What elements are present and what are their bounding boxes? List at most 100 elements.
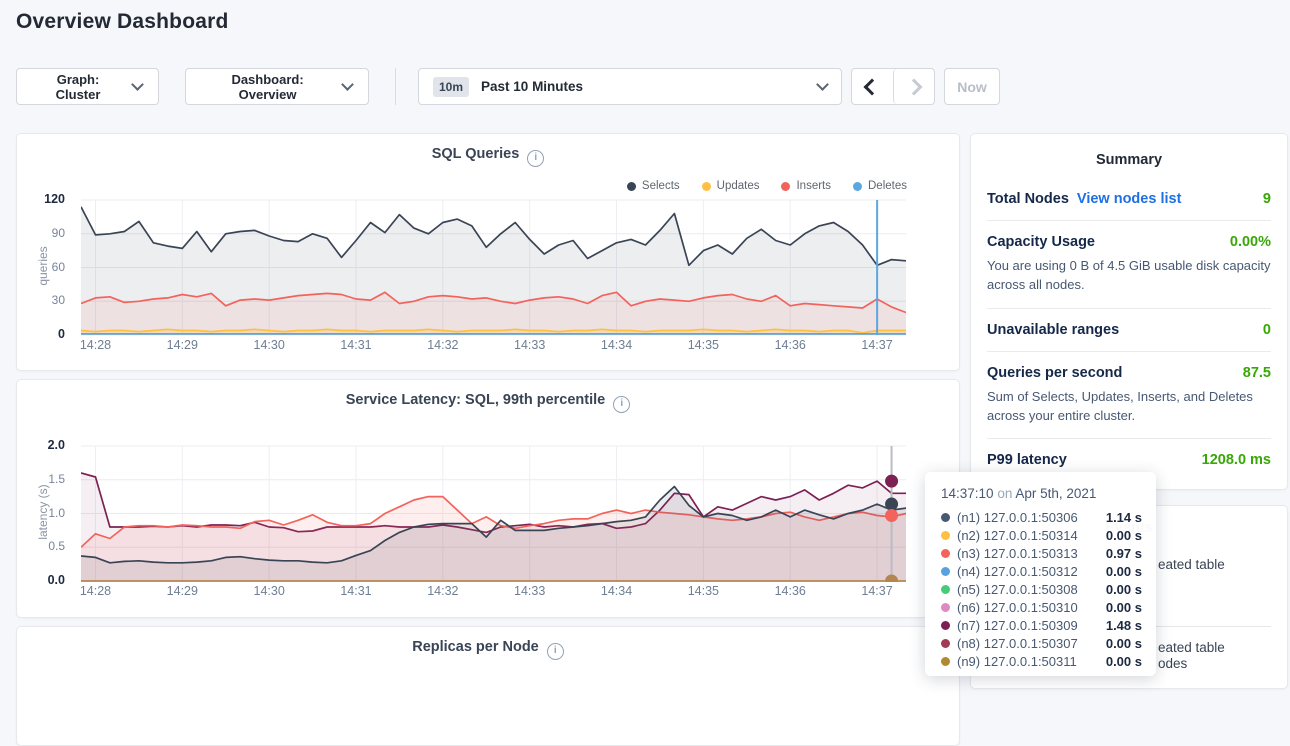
page-title: Overview Dashboard — [16, 10, 229, 33]
summary-row-total-nodes: Total Nodes View nodes list 9 — [987, 178, 1271, 220]
tooltip-row: (n2) 127.0.0.1:50314 0.00 s — [941, 526, 1142, 544]
tooltip-node-label: (n9) 127.0.0.1:50311 — [957, 653, 1077, 669]
legend-dot — [626, 181, 636, 191]
sql-queries-chart[interactable] — [81, 196, 906, 336]
summary-label: Unavailable ranges — [987, 321, 1120, 338]
service-latency-chart[interactable] — [81, 442, 906, 582]
chevron-down-icon — [131, 78, 144, 91]
tooltip-rows: (n1) 127.0.0.1:50306 1.14 s (n2) 127.0.0.1… — [941, 508, 1142, 670]
tooltip-node-value: 1.14 s — [1105, 509, 1142, 525]
summary-value: 0 — [1262, 321, 1271, 338]
time-pager — [851, 68, 935, 105]
x-tick-label: 14:37 — [861, 338, 893, 352]
chevron-down-icon — [816, 78, 829, 91]
graph-dropdown[interactable]: Graph: Cluster — [16, 68, 159, 105]
x-tick-label: 14:29 — [166, 338, 198, 352]
y-tick-label: 1.0 — [48, 505, 65, 520]
chart-title-text: Replicas per Node — [412, 639, 539, 655]
y-tick-label: 30 — [51, 293, 65, 308]
overview-dashboard-page: { "page": {"title": "Overview Dashboard"… — [16, 10, 1288, 746]
prev-time-button[interactable] — [852, 69, 893, 104]
tooltip-node-label: (n4) 127.0.0.1:50312 — [957, 563, 1078, 579]
series-dot — [941, 602, 950, 612]
replicas-per-node-panel: Replicas per Node i — [16, 626, 960, 746]
info-icon[interactable]: i — [546, 643, 564, 660]
y-tick-label: 60 — [51, 259, 65, 274]
summary-row-p99-latency: P99 latency 1208.0 ms — [987, 438, 1271, 481]
series-dot — [941, 656, 950, 666]
summary-value: 1208.0 ms — [1201, 452, 1271, 469]
summary-label: P99 latency — [987, 452, 1067, 469]
graph-dropdown-label: Graph: Cluster — [55, 71, 101, 102]
summary-label: Queries per second — [987, 364, 1123, 381]
y-axis-ticks: 0.0 0.5 1.0 1.5 2.0 — [17, 438, 73, 587]
series-dot — [941, 584, 950, 594]
legend-item-inserts[interactable]: Inserts — [781, 180, 831, 192]
tooltip-node-label: (n6) 127.0.0.1:50310 — [957, 599, 1078, 615]
time-range-label: Past 10 Minutes — [481, 79, 584, 94]
tooltip-node-label: (n2) 127.0.0.1:50314 — [957, 527, 1078, 543]
summary-value: 87.5 — [1242, 364, 1271, 381]
event-text-fragment: odes — [1158, 656, 1188, 671]
tooltip-timestamp: 14:37:10 on Apr 5th, 2021 — [941, 486, 1142, 501]
x-tick-label: 14:36 — [774, 338, 806, 352]
chevron-left-icon — [863, 78, 881, 95]
legend-label: Deletes — [868, 180, 907, 192]
x-tick-label: 14:35 — [687, 584, 719, 598]
series-dot — [941, 548, 950, 558]
tooltip-date: Apr 5th, 2021 — [1015, 486, 1097, 501]
x-axis-ticks: 14:28 14:29 14:30 14:31 14:32 14:33 14:34 14:35… — [80, 584, 906, 600]
tooltip-node-label: (n1) 127.0.0.1:50306 — [957, 509, 1078, 525]
tooltip-node-label: (n3) 127.0.0.1:50313 — [957, 545, 1078, 561]
summary-panel: Summary Total Nodes View nodes list 9 Ca… — [970, 133, 1288, 490]
y-tick-label: 2.0 — [47, 438, 65, 452]
y-tick-label: 1.5 — [48, 471, 65, 486]
legend-item-updates[interactable]: Updates — [701, 180, 760, 192]
series-dot — [941, 620, 950, 630]
x-tick-label: 14:32 — [427, 338, 459, 352]
tooltip-time: 14:37:10 — [941, 486, 994, 501]
x-tick-label: 14:37 — [861, 584, 893, 598]
summary-row-unavailable-ranges: Unavailable ranges 0 — [987, 307, 1271, 351]
legend-label: Updates — [716, 180, 760, 192]
tooltip-row: (n8) 127.0.0.1:50307 0.00 s — [941, 634, 1142, 652]
tooltip-row: (n5) 127.0.0.1:50308 0.00 s — [941, 580, 1142, 598]
chart-title-text: SQL Queries — [431, 146, 520, 162]
time-range-badge: 10m — [433, 76, 470, 97]
time-range-dropdown[interactable]: 10m Past 10 Minutes — [418, 68, 842, 105]
legend-dot — [701, 181, 711, 191]
chevron-down-icon — [341, 78, 354, 91]
legend-item-deletes[interactable]: Deletes — [853, 180, 907, 192]
tooltip-row: (n1) 127.0.0.1:50306 1.14 s — [941, 508, 1142, 526]
x-tick-label: 14:34 — [600, 338, 633, 352]
tooltip-row: (n6) 127.0.0.1:50310 0.00 s — [941, 598, 1142, 616]
tooltip-row: (n4) 127.0.0.1:50312 0.00 s — [941, 562, 1142, 580]
info-icon[interactable]: i — [613, 396, 631, 413]
chevron-right-icon — [905, 78, 923, 95]
x-axis-ticks: 14:28 14:29 14:30 14:31 14:32 14:33 14:34 14:35… — [80, 338, 906, 354]
tooltip-node-value: 0.97 s — [1105, 545, 1142, 561]
summary-label: Total Nodes — [987, 191, 1069, 207]
x-tick-label: 14:35 — [687, 338, 719, 352]
legend-label: Inserts — [796, 180, 831, 192]
dashboard-dropdown[interactable]: Dashboard: Overview — [185, 68, 369, 105]
series-dot — [941, 566, 950, 576]
series-dot — [941, 638, 950, 648]
now-button[interactable]: Now — [944, 68, 1000, 105]
info-icon[interactable]: i — [527, 150, 545, 167]
tooltip-node-value: 0.00 s — [1105, 653, 1142, 669]
summary-caption: Sum of Selects, Updates, Inserts, and De… — [987, 388, 1253, 423]
tooltip-node-label: (n8) 127.0.0.1:50307 — [957, 635, 1078, 651]
tooltip-node-value: 1.48 s — [1105, 617, 1142, 633]
view-nodes-list-link[interactable]: View nodes list — [1076, 191, 1182, 207]
chart-tooltip: 14:37:10 on Apr 5th, 2021 (n1) 127.0.0.1… — [925, 472, 1156, 676]
chart-title-text: Service Latency: SQL, 99th percentile — [345, 392, 606, 408]
tooltip-row: (n3) 127.0.0.1:50313 0.97 s — [941, 544, 1142, 562]
series-dot — [941, 530, 950, 540]
x-tick-label: 14:36 — [774, 584, 806, 598]
legend-item-selects[interactable]: Selects — [626, 180, 680, 192]
event-text-fragment: eated table — [1158, 640, 1225, 655]
sql-queries-panel: SQL Queries i Selects Updates Inserts Delete… — [16, 133, 960, 371]
x-tick-label: 14:32 — [427, 584, 459, 598]
next-time-button[interactable] — [892, 69, 935, 104]
